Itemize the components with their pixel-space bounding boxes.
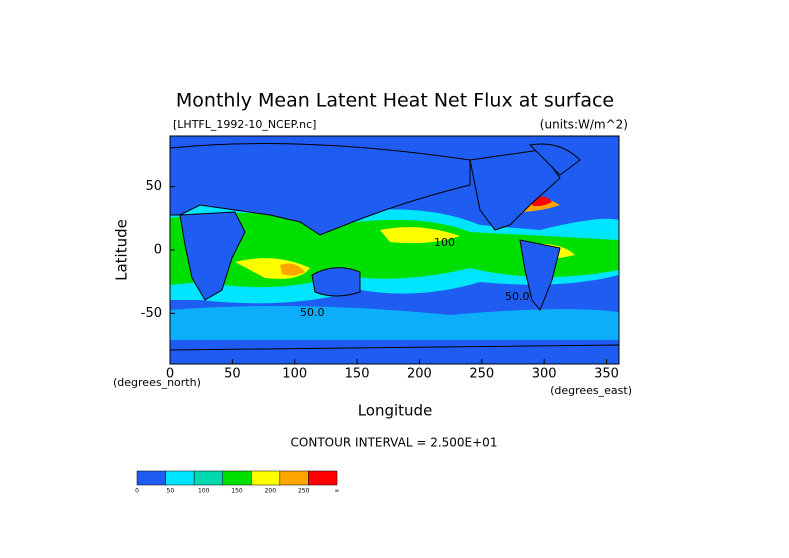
colorbar-box xyxy=(165,470,195,486)
y-label: Latitude xyxy=(113,219,131,281)
x-tick-label: 250 xyxy=(469,367,494,382)
colorbar-box xyxy=(308,470,338,486)
colorbar-label: 100 xyxy=(198,488,210,495)
x-tick-label: 300 xyxy=(532,367,557,382)
contour-label: 50.0 xyxy=(505,290,530,303)
colorbar-box xyxy=(193,470,223,486)
contour-note: CONTOUR INTERVAL = 2.500E+01 xyxy=(291,436,498,450)
y-tick-label: 0 xyxy=(154,243,162,258)
x-tick-label: 200 xyxy=(407,367,432,382)
map xyxy=(170,136,619,364)
colorbar-box xyxy=(222,470,252,486)
x-label: Longitude xyxy=(358,402,433,420)
subtitle: [LHTFL_1992-10_NCEP.nc] xyxy=(173,118,316,131)
colorbar-label: 200 xyxy=(265,488,277,495)
axes: 0 50 100 150 200 250 300 350 -50 0 50 xyxy=(141,179,619,381)
x-tick-label: 0 xyxy=(166,367,174,382)
colorbar-box xyxy=(251,470,281,486)
contour-label: 100 xyxy=(434,236,455,249)
colorbar: 0 50 100 150 200 250 ∞ xyxy=(135,470,340,495)
colorbar-box xyxy=(279,470,309,486)
colorbar-label: 50 xyxy=(167,488,175,495)
x-tick-label: 50 xyxy=(224,367,241,382)
x-tick-label: 150 xyxy=(345,367,370,382)
colorbar-label: 150 xyxy=(231,488,243,495)
x-tick-label: 350 xyxy=(594,367,619,382)
y-tick-label: -50 xyxy=(141,306,162,321)
x-tick-label: 100 xyxy=(282,367,307,382)
x-units: (degrees_east) xyxy=(550,384,632,397)
contour-label: 50.0 xyxy=(300,306,325,319)
y-tick-label: 50 xyxy=(145,179,162,194)
colorbar-label: ∞ xyxy=(335,488,340,495)
units: (units:W/m^2) xyxy=(540,118,628,132)
colorbar-label: 0 xyxy=(135,488,139,495)
colorbar-label: 250 xyxy=(298,488,310,495)
title: Monthly Mean Latent Heat Net Flux at sur… xyxy=(176,90,614,112)
y-units: (degrees_north) xyxy=(113,376,201,389)
colorbar-box xyxy=(136,470,166,486)
